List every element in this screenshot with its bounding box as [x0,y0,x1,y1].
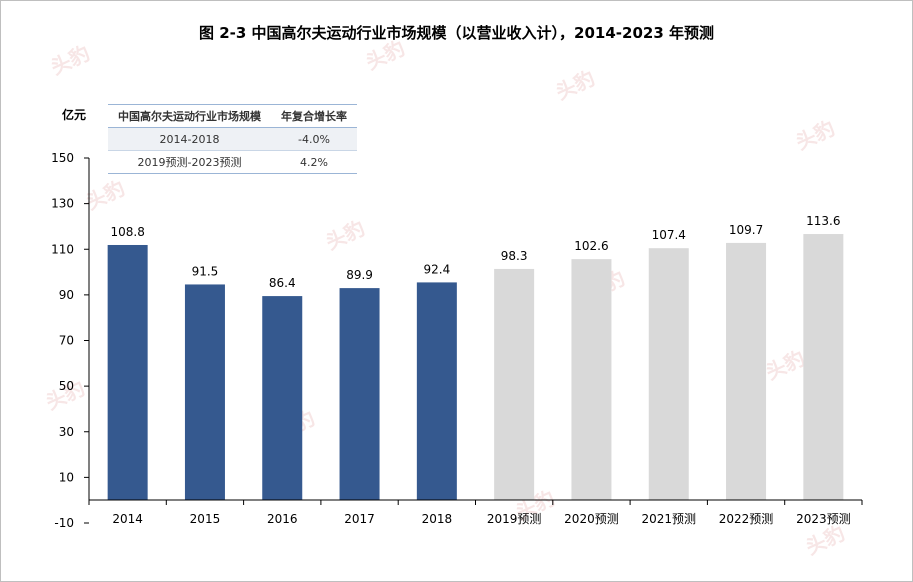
data-label: 98.3 [501,249,528,263]
bar-2021预测 [648,248,689,500]
watermark-logo: 头豹 [322,216,368,255]
y-tick-label: 150 [51,151,74,165]
y-tick-label: 130 [51,197,74,211]
table-cell-cagr: -4.0% [271,127,357,151]
x-tick-label: 2016 [267,512,298,526]
bar-2018 [416,282,457,500]
data-label: 109.7 [729,223,763,237]
y-tick-label: 70 [59,334,74,348]
x-tick-label: 2018 [422,512,453,526]
data-label: 86.4 [269,276,296,290]
data-label: 91.5 [192,264,219,278]
y-tick-label: 30 [59,425,74,439]
cagr-summary-table: 中国高尔夫运动行业市场规模 年复合增长率 2014-2018 -4.0% 201… [108,104,357,174]
chart-title: 图 2-3 中国高尔夫运动行业市场规模（以营业收入计），2014-2023 年预… [199,24,714,42]
bar-2015 [184,284,225,500]
data-label: 89.9 [346,268,373,282]
x-tick-label: 2014 [112,512,143,526]
watermark-logo: 头豹 [792,116,838,155]
watermark-logo: 头豹 [552,66,598,105]
data-label: 113.6 [806,214,840,228]
y-tick-label: 10 [59,470,74,484]
table-row: 2019预测-2023预测 4.2% [108,150,357,174]
watermark-logo: 头豹 [802,521,848,560]
data-label: 102.6 [574,239,608,253]
y-axis-unit-label: 亿元 [62,107,86,122]
table-header-cagr: 年复合增长率 [271,104,357,128]
x-tick-label: 2019预测 [487,512,542,526]
watermark-logo: 头豹 [762,346,808,385]
x-tick-label: 2022预测 [719,512,774,526]
y-tick-label: 50 [59,379,74,393]
table-cell-period: 2014-2018 [108,127,271,151]
table-header-market-size: 中国高尔夫运动行业市场规模 [108,104,271,128]
data-label: 108.8 [110,225,144,239]
watermark-logo: 头豹 [362,36,408,75]
bar-2016 [262,296,303,500]
y-tick-label: 110 [51,242,74,256]
table-cell-cagr: 4.2% [271,150,357,174]
x-tick-label: 2021预测 [641,512,696,526]
x-tick-label: 2017 [344,512,375,526]
bar-2020预测 [571,259,612,500]
bar-2022预测 [726,242,767,500]
bar-2017 [339,288,380,500]
watermark-logo: 头豹 [47,41,93,80]
x-tick-label: 2020预测 [564,512,619,526]
table-row: 2014-2018 -4.0% [108,127,357,151]
data-label: 107.4 [652,228,686,242]
x-tick-label: 2015 [190,512,221,526]
y-tick-label: -10 [54,516,74,530]
table-cell-period: 2019预测-2023预测 [108,150,271,174]
y-tick-label: 90 [59,288,74,302]
data-label: 92.4 [423,262,450,276]
x-tick-label: 2023预测 [796,512,851,526]
bar-2019预测 [494,268,535,500]
bar-2014 [107,244,148,500]
bar-2023预测 [803,234,844,500]
